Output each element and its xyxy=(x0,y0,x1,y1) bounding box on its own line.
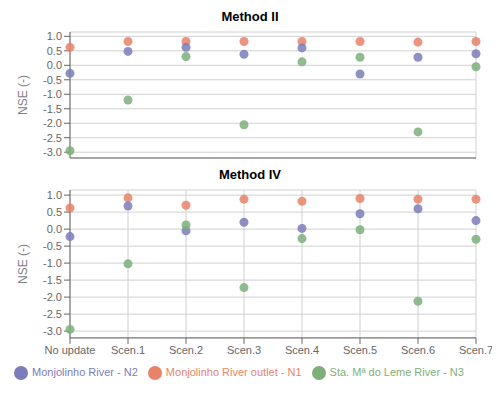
svg-text:-2.5: -2.5 xyxy=(43,132,62,144)
svg-text:No update: No update xyxy=(45,344,96,356)
html-text:Sta. Mª do Leme River - N3: Sta. Mª do Leme River - N3 xyxy=(329,365,464,378)
svg-text:Scen.6: Scen.6 xyxy=(401,344,435,356)
html-text:Monjolinho River - N2: Monjolinho River - N2 xyxy=(32,365,138,378)
html-text:Method II: Method II xyxy=(221,9,279,24)
svg-text:Scen.2: Scen.2 xyxy=(169,344,203,356)
svg-text:0.0: 0.0 xyxy=(47,59,62,71)
svg-text:-1.0: -1.0 xyxy=(43,88,62,100)
svg-text:-1.5: -1.5 xyxy=(43,103,62,115)
svg-text:1.0: 1.0 xyxy=(47,189,62,201)
svg-text:Scen.3: Scen.3 xyxy=(227,344,261,356)
svg-text:Scen.4: Scen.4 xyxy=(285,344,319,356)
svg-text:-0.5: -0.5 xyxy=(43,240,62,252)
svg-text:-0.5: -0.5 xyxy=(43,74,62,86)
svg-text:NSE (-): NSE (-) xyxy=(16,75,30,115)
html-text:Monjolinho River outlet - N1: Monjolinho River outlet - N1 xyxy=(165,365,302,378)
svg-text:Scen.1: Scen.1 xyxy=(111,344,145,356)
svg-text:0.5: 0.5 xyxy=(47,45,62,57)
svg-text:-2.5: -2.5 xyxy=(43,308,62,320)
svg-text:-2.0: -2.0 xyxy=(43,291,62,303)
svg-text:1.0: 1.0 xyxy=(47,30,62,42)
svg-text:-1.5: -1.5 xyxy=(43,274,62,286)
svg-text:-3.0: -3.0 xyxy=(43,146,62,158)
svg-text:NSE (-): NSE (-) xyxy=(16,244,30,284)
svg-text:0.0: 0.0 xyxy=(47,223,62,235)
svg-text:Scen.5: Scen.5 xyxy=(343,344,377,356)
html-text:Method IV: Method IV xyxy=(218,167,281,182)
svg-text:0.5: 0.5 xyxy=(47,206,62,218)
svg-text:-2.0: -2.0 xyxy=(43,117,62,129)
svg-text:-3.0: -3.0 xyxy=(43,325,62,337)
svg-text:Scen.7: Scen.7 xyxy=(459,344,492,356)
svg-text:-1.0: -1.0 xyxy=(43,257,62,269)
